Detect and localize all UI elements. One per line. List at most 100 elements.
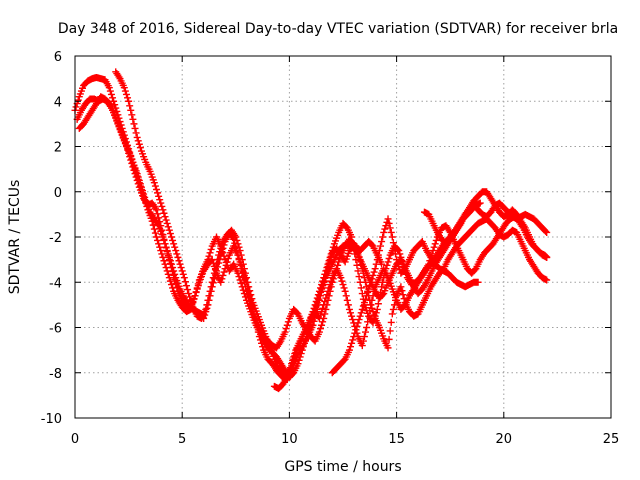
data-point <box>345 346 353 354</box>
data-point <box>159 231 167 239</box>
data-point <box>175 257 183 265</box>
y-tick-label: -10 <box>41 412 62 427</box>
data-point <box>243 274 251 282</box>
data-point <box>367 278 375 286</box>
data-point <box>193 285 201 293</box>
y-tick-label: 4 <box>54 95 62 110</box>
data-point <box>341 287 349 295</box>
data-point <box>381 225 389 233</box>
data-point <box>218 241 226 249</box>
data-point <box>338 277 346 285</box>
data-point <box>360 274 368 282</box>
x-tick-label: 25 <box>603 432 620 447</box>
data-point <box>134 180 142 188</box>
data-point <box>429 247 437 255</box>
data-point <box>344 301 352 309</box>
data-point <box>166 230 174 238</box>
data-point <box>388 310 396 318</box>
data-point <box>156 196 164 204</box>
data-point <box>206 249 214 257</box>
data-point <box>390 244 398 252</box>
data-point <box>371 265 379 273</box>
data-point <box>157 247 165 255</box>
data-point <box>203 301 211 309</box>
x-tick-label: 10 <box>281 432 298 447</box>
data-point <box>385 335 393 343</box>
data-point <box>386 327 394 335</box>
data-point <box>258 339 266 347</box>
data-point <box>133 133 141 141</box>
data-point <box>124 94 132 102</box>
data-point <box>177 264 185 272</box>
data-point <box>176 260 184 268</box>
data-point <box>128 111 136 119</box>
data-point <box>74 96 82 104</box>
data-point <box>157 199 165 207</box>
x-tick-labels: 0 5 10 15 20 25 <box>71 432 619 447</box>
data-point <box>167 233 175 241</box>
data-point <box>386 224 394 232</box>
data-point <box>233 236 241 244</box>
data-point <box>187 296 195 304</box>
data-point <box>180 274 188 282</box>
data-point <box>220 268 228 276</box>
data-point <box>214 256 222 264</box>
data-point <box>208 278 216 286</box>
axis-ticks <box>74 55 612 419</box>
data-point <box>244 278 252 286</box>
data-point <box>163 219 171 227</box>
data-point <box>314 301 322 309</box>
data-point <box>134 137 142 145</box>
data-point <box>126 153 134 161</box>
data-point <box>322 305 330 313</box>
data-point <box>358 265 366 273</box>
data-point <box>159 253 167 261</box>
data-point <box>216 248 224 256</box>
data-point <box>542 227 550 235</box>
x-tick-label: 5 <box>178 432 186 447</box>
data-point <box>309 321 317 329</box>
data-point <box>125 97 133 105</box>
data-point <box>107 90 115 98</box>
data-point <box>354 319 362 327</box>
data-point <box>359 269 367 277</box>
data-point <box>328 247 336 255</box>
data-point <box>369 271 377 279</box>
data-point <box>389 239 397 247</box>
data-point <box>129 115 137 123</box>
data-point <box>247 291 255 299</box>
y-axis-label: SDTVAR / TECUs <box>7 180 23 295</box>
data-point <box>378 260 386 268</box>
y-tick-label: 0 <box>54 186 62 201</box>
data-point <box>356 278 364 286</box>
data-point <box>342 292 350 300</box>
data-point <box>321 297 329 305</box>
data-point <box>202 305 210 313</box>
data-point <box>318 287 326 295</box>
data-point <box>219 271 227 279</box>
data-point <box>164 252 172 260</box>
data-point <box>476 199 484 207</box>
data-point <box>166 260 174 268</box>
data-point <box>356 257 364 265</box>
data-point <box>349 316 357 324</box>
data-point <box>158 226 166 234</box>
data-point <box>377 242 385 250</box>
data-point <box>387 318 395 326</box>
data-point <box>109 94 117 102</box>
data-point <box>224 254 232 262</box>
data-point <box>167 264 175 272</box>
data-point <box>380 228 388 236</box>
x-tick-label: 15 <box>388 432 405 447</box>
data-point <box>158 202 166 210</box>
data-point <box>327 277 335 285</box>
data-point <box>213 260 221 268</box>
data-point <box>393 256 401 264</box>
data-point <box>222 261 230 269</box>
data-point <box>315 328 323 336</box>
data-point <box>282 325 290 333</box>
data-point <box>209 274 217 282</box>
data-point <box>156 243 164 251</box>
data-point <box>165 274 173 282</box>
